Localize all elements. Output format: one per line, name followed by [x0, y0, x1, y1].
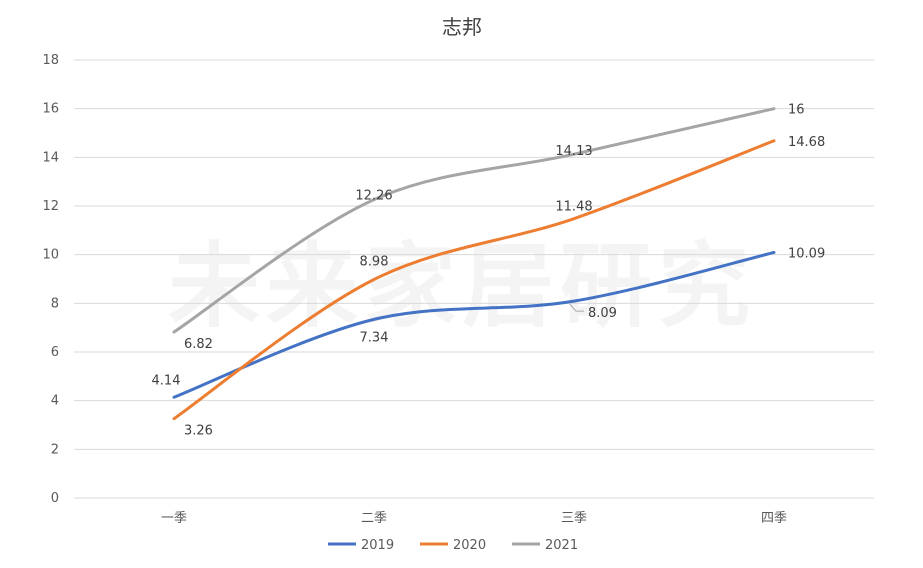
series-line-2021 — [172, 107, 776, 334]
data-label: 8.98 — [360, 254, 389, 269]
y-tick-label: 16 — [42, 102, 59, 117]
data-label: 8.09 — [588, 306, 617, 321]
chart-title: 志邦 — [442, 15, 482, 39]
x-tick-label: 二季 — [361, 511, 387, 526]
leader-line — [569, 303, 584, 312]
data-label: 3.26 — [184, 424, 213, 439]
x-axis: 一季 二季 三季 四季 — [161, 511, 787, 526]
y-tick-label: 0 — [51, 491, 59, 506]
y-tick-label: 18 — [42, 53, 59, 68]
y-tick-label: 2 — [51, 442, 59, 457]
y-tick-label: 8 — [51, 296, 59, 311]
data-label: 14.13 — [555, 144, 592, 159]
y-tick-label: 6 — [51, 345, 59, 360]
series-line-2019 — [172, 250, 776, 399]
legend-label: 2021 — [545, 538, 578, 553]
y-tick-label: 10 — [42, 248, 59, 263]
x-tick-label: 三季 — [561, 511, 587, 526]
x-tick-label: 一季 — [161, 511, 187, 526]
series-lines — [172, 107, 776, 421]
data-label: 12.26 — [355, 189, 392, 204]
data-label: 7.34 — [360, 330, 389, 345]
data-label: 16 — [788, 103, 805, 118]
legend-label: 2020 — [453, 538, 486, 553]
data-label: 4.14 — [152, 373, 181, 388]
y-tick-label: 14 — [42, 150, 59, 165]
data-label: 10.09 — [788, 246, 825, 261]
legend: 2019 2020 2021 — [328, 538, 578, 553]
data-labels: 4.14 7.34 8.09 10.09 3.26 8.98 11.48 14.68 6.82 1… — [152, 103, 826, 439]
data-label: 6.82 — [184, 337, 213, 352]
x-tick-label: 四季 — [761, 511, 787, 526]
series-line-2020 — [172, 139, 776, 421]
y-tick-label: 4 — [51, 394, 59, 409]
legend-label: 2019 — [361, 538, 394, 553]
gridlines — [74, 59, 874, 499]
data-label: 11.48 — [555, 200, 592, 215]
y-axis: 0 2 4 6 8 10 12 14 16 18 — [42, 53, 59, 506]
data-label: 14.68 — [788, 135, 825, 150]
watermark-text: 未来家居研究 — [168, 233, 756, 340]
y-tick-label: 12 — [42, 199, 59, 214]
